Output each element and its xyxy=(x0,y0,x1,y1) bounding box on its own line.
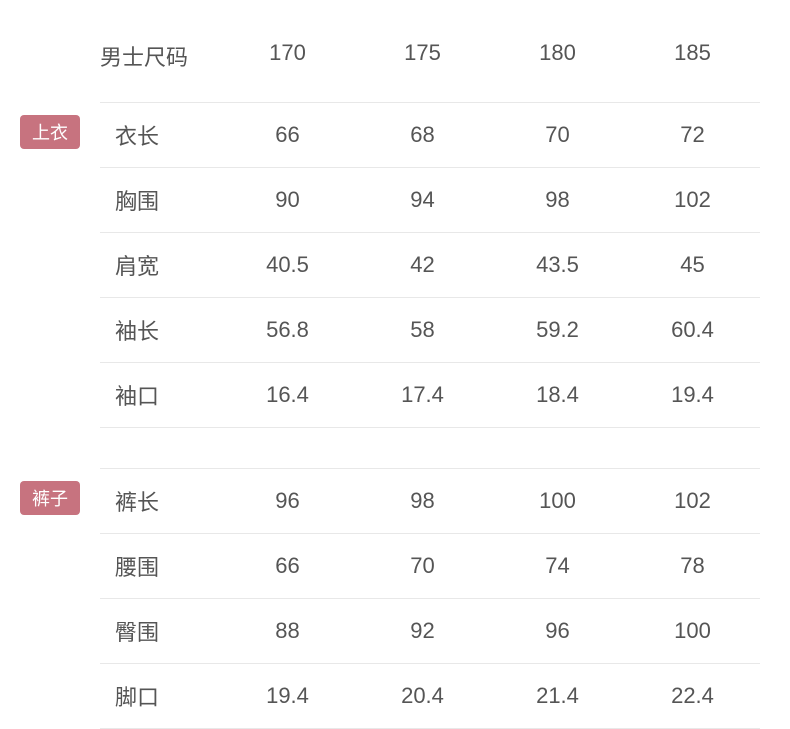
cell: 100 xyxy=(490,488,625,514)
cell: 40.5 xyxy=(220,252,355,278)
cell: 42 xyxy=(355,252,490,278)
table-row: 脚口 19.4 20.4 21.4 22.4 xyxy=(100,664,760,729)
cell: 70 xyxy=(490,122,625,148)
table-row: 衣长 66 68 70 72 xyxy=(100,103,760,168)
table-row: 裤长 96 98 100 102 xyxy=(100,469,760,534)
table-row: 臀围 88 92 96 100 xyxy=(100,599,760,664)
cell: 59.2 xyxy=(490,317,625,343)
cell: 66 xyxy=(220,553,355,579)
table-row: 袖口 16.4 17.4 18.4 19.4 xyxy=(100,363,760,428)
cell: 16.4 xyxy=(220,382,355,408)
cell: 45 xyxy=(625,252,760,278)
table-row: 胸围 90 94 98 102 xyxy=(100,168,760,233)
cell: 21.4 xyxy=(490,683,625,709)
cell: 56.8 xyxy=(220,317,355,343)
row-label: 袖口 xyxy=(100,379,220,411)
badge-bottom: 裤子 xyxy=(20,481,80,515)
size-col-2: 180 xyxy=(490,40,625,72)
cell: 94 xyxy=(355,187,490,213)
row-label: 胸围 xyxy=(100,184,220,216)
row-label: 袖长 xyxy=(100,314,220,346)
table-row: 袖长 56.8 58 59.2 60.4 xyxy=(100,298,760,363)
size-col-0: 170 xyxy=(220,40,355,72)
cell: 92 xyxy=(355,618,490,644)
cell: 17.4 xyxy=(355,382,490,408)
table-bottom: 裤长 96 98 100 102 腰围 66 70 74 78 臀围 88 92… xyxy=(100,468,760,729)
cell: 70 xyxy=(355,553,490,579)
cell: 78 xyxy=(625,553,760,579)
header-title: 男士尺码 xyxy=(100,40,220,72)
header-row: 男士尺码 170 175 180 185 xyxy=(30,20,760,102)
cell: 90 xyxy=(220,187,355,213)
cell: 96 xyxy=(490,618,625,644)
table-row: 腰围 66 70 74 78 xyxy=(100,534,760,599)
cell: 68 xyxy=(355,122,490,148)
cell: 18.4 xyxy=(490,382,625,408)
cell: 74 xyxy=(490,553,625,579)
cell: 100 xyxy=(625,618,760,644)
cell: 20.4 xyxy=(355,683,490,709)
cell: 43.5 xyxy=(490,252,625,278)
cell: 60.4 xyxy=(625,317,760,343)
section-bottom: 裤子 裤长 96 98 100 102 腰围 66 70 74 78 臀围 88… xyxy=(30,468,760,729)
cell: 88 xyxy=(220,618,355,644)
cell: 102 xyxy=(625,488,760,514)
section-top: 上衣 衣长 66 68 70 72 胸围 90 94 98 102 肩宽 40.… xyxy=(30,102,760,428)
cell: 22.4 xyxy=(625,683,760,709)
row-label: 腰围 xyxy=(100,550,220,582)
cell: 98 xyxy=(490,187,625,213)
row-label: 裤长 xyxy=(100,485,220,517)
cell: 102 xyxy=(625,187,760,213)
cell: 96 xyxy=(220,488,355,514)
table-row: 肩宽 40.5 42 43.5 45 xyxy=(100,233,760,298)
cell: 58 xyxy=(355,317,490,343)
row-label: 肩宽 xyxy=(100,249,220,281)
row-label: 衣长 xyxy=(100,119,220,151)
cell: 72 xyxy=(625,122,760,148)
badge-top: 上衣 xyxy=(20,115,80,149)
row-label: 脚口 xyxy=(100,680,220,712)
size-chart: 男士尺码 170 175 180 185 上衣 衣长 66 68 70 72 胸… xyxy=(30,20,760,729)
size-col-1: 175 xyxy=(355,40,490,72)
cell: 98 xyxy=(355,488,490,514)
size-col-3: 185 xyxy=(625,40,760,72)
cell: 19.4 xyxy=(625,382,760,408)
row-label: 臀围 xyxy=(100,615,220,647)
cell: 66 xyxy=(220,122,355,148)
table-top: 衣长 66 68 70 72 胸围 90 94 98 102 肩宽 40.5 4… xyxy=(100,102,760,428)
cell: 19.4 xyxy=(220,683,355,709)
